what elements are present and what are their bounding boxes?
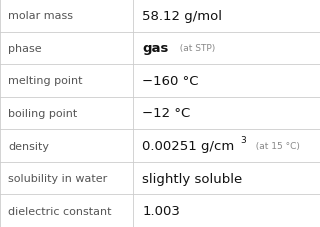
Text: (at 15 °C): (at 15 °C)	[250, 141, 300, 151]
Text: 0.00251 g/cm: 0.00251 g/cm	[142, 139, 235, 152]
Text: −160 °C: −160 °C	[142, 75, 199, 88]
Text: gas: gas	[142, 42, 169, 55]
Text: density: density	[8, 141, 49, 151]
Text: phase: phase	[8, 44, 42, 54]
Text: dielectric constant: dielectric constant	[8, 206, 111, 216]
Text: slightly soluble: slightly soluble	[142, 172, 243, 185]
Text: boiling point: boiling point	[8, 109, 77, 118]
Text: 3: 3	[240, 135, 246, 144]
Text: 1.003: 1.003	[142, 204, 180, 217]
Text: −12 °C: −12 °C	[142, 107, 191, 120]
Text: solubility in water: solubility in water	[8, 173, 107, 183]
Text: molar mass: molar mass	[8, 11, 73, 21]
Text: 58.12 g/mol: 58.12 g/mol	[142, 10, 222, 23]
Text: melting point: melting point	[8, 76, 83, 86]
Text: (at STP): (at STP)	[174, 44, 216, 53]
